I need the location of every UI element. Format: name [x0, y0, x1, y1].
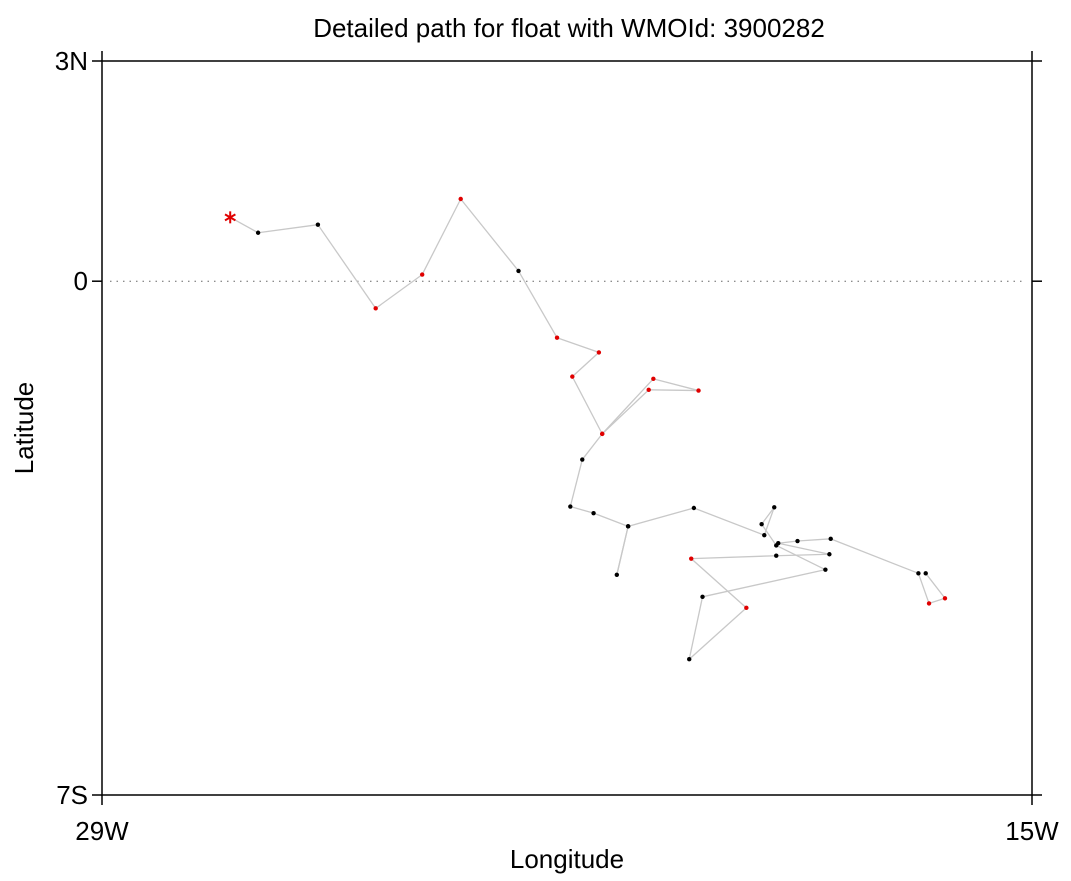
- path-segment: [569, 459, 583, 507]
- profile-point-red: [596, 350, 602, 355]
- path-segment: [925, 572, 946, 599]
- path-segment: [761, 523, 777, 546]
- profile-point-black: [591, 510, 596, 516]
- profile-point-black: [568, 504, 573, 509]
- profile-point-black: [916, 571, 921, 576]
- profile-point-black: [516, 268, 521, 274]
- profile-point-black: [823, 567, 828, 572]
- profile-point-red: [458, 196, 463, 202]
- profile-point-black: [828, 536, 833, 542]
- profile-point-red: [651, 376, 656, 382]
- profile-point-red: [419, 272, 425, 277]
- profile-point-black: [762, 532, 767, 538]
- profile-point-red: [926, 601, 932, 606]
- path-segment: [775, 544, 826, 571]
- plot-frame: [101, 60, 1033, 796]
- profile-point-black: [795, 538, 800, 544]
- profile-point-red: [689, 556, 694, 561]
- profile-point-black: [759, 521, 764, 527]
- start-marker: [224, 211, 236, 224]
- path-segment: [691, 555, 777, 560]
- path-segment: [776, 553, 830, 557]
- profile-point-black: [774, 553, 779, 558]
- x-tick-label: 15W: [1005, 816, 1059, 846]
- profile-point-black: [315, 222, 321, 227]
- path-segment: [593, 512, 629, 527]
- path-segment: [797, 538, 831, 542]
- path-segment: [616, 526, 629, 575]
- start-asterisk-stroke: [224, 213, 236, 222]
- path-segment: [693, 507, 765, 536]
- path-segment: [601, 378, 654, 435]
- profile-point-black: [687, 657, 692, 662]
- y-tick-label: 3N: [55, 46, 88, 76]
- chart-title: Detailed path for float with WMOId: 3900…: [313, 13, 825, 43]
- profile-point-red: [696, 388, 701, 393]
- profile-point-black: [614, 572, 620, 577]
- profile-point-black: [700, 594, 705, 600]
- path-segment: [258, 224, 318, 234]
- path-segment: [627, 507, 695, 527]
- path-segment: [928, 597, 946, 605]
- path-segment: [761, 506, 775, 525]
- profile-point-red: [600, 431, 605, 437]
- path-segment: [688, 607, 747, 660]
- tick-marks: [92, 51, 1042, 805]
- path-segment: [571, 376, 603, 435]
- profile-point-red: [942, 596, 948, 601]
- path-segment: [653, 378, 699, 392]
- profile-point-black: [625, 524, 631, 529]
- path-segment: [556, 337, 600, 354]
- profile-point-black: [580, 457, 585, 462]
- path-segment: [581, 433, 603, 460]
- path-segment: [421, 198, 462, 275]
- path-segment: [917, 573, 930, 604]
- y-axis-label: Latitude: [9, 382, 39, 475]
- path-segment: [778, 542, 830, 555]
- profile-point-black: [827, 552, 832, 557]
- profile-point-black: [923, 571, 928, 576]
- path-segment: [648, 389, 699, 392]
- float-path-lines: [229, 198, 946, 660]
- x-axis-label: Longitude: [510, 844, 624, 874]
- path-segment: [830, 538, 919, 574]
- profile-point-red: [570, 374, 575, 379]
- profile-point-red: [744, 605, 749, 611]
- profile-point-red: [373, 306, 378, 311]
- path-segment: [688, 596, 704, 660]
- profile-point-red: [554, 335, 560, 340]
- profile-point-black: [776, 541, 781, 546]
- path-segment: [570, 505, 594, 514]
- path-segment: [571, 351, 600, 378]
- profile-point-red: [646, 387, 651, 393]
- y-tick-label: 0: [74, 266, 88, 296]
- tick-labels: 29W 15W 3N 0 7S: [55, 46, 1059, 846]
- profile-point-black: [255, 230, 261, 235]
- plot-border: [101, 60, 1033, 796]
- y-tick-label: 7S: [56, 780, 88, 810]
- path-segment: [517, 270, 558, 339]
- path-segment: [702, 569, 826, 598]
- profile-point-black: [772, 505, 777, 510]
- path-segment: [460, 198, 520, 272]
- path-segment: [778, 540, 798, 544]
- float-path-points: [255, 196, 948, 662]
- path-segment: [317, 224, 377, 309]
- path-segment: [690, 558, 747, 609]
- x-tick-label: 29W: [75, 816, 129, 846]
- profile-point-black: [691, 505, 697, 511]
- path-segment: [601, 389, 650, 435]
- path-segment: [375, 274, 423, 309]
